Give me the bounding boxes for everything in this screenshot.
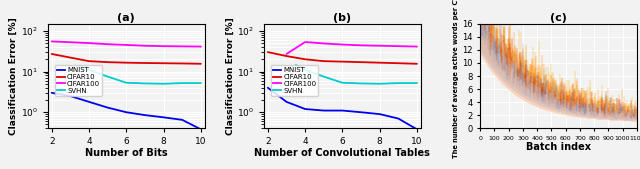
SVHN	[292, 64, 300, 66]
CIFAR10	[179, 62, 186, 64]
CIFAR100	[413, 46, 421, 48]
CIFAR100	[104, 43, 111, 45]
CIFAR10	[197, 63, 205, 65]
CIFAR10	[48, 53, 56, 55]
CIFAR100	[339, 44, 346, 46]
SVHN	[301, 69, 309, 71]
MNIST	[160, 116, 168, 118]
CIFAR10	[283, 55, 291, 57]
Line: CIFAR100: CIFAR100	[287, 42, 417, 54]
MNIST	[339, 110, 346, 112]
CIFAR100	[357, 44, 365, 46]
MNIST	[197, 128, 205, 130]
Legend: MNIST, CIFAR10, CIFAR100, SVHN: MNIST, CIFAR10, CIFAR100, SVHN	[54, 65, 102, 96]
SVHN	[197, 82, 205, 84]
MNIST	[67, 95, 74, 97]
SVHN	[320, 76, 328, 78]
CIFAR10	[301, 58, 309, 60]
CIFAR10	[264, 51, 271, 53]
CIFAR100	[197, 46, 205, 48]
CIFAR100	[301, 41, 309, 43]
CIFAR10	[413, 63, 421, 65]
Y-axis label: Classification Error [%]: Classification Error [%]	[225, 17, 234, 135]
CIFAR100	[320, 42, 328, 44]
MNIST	[264, 87, 271, 89]
CIFAR10	[339, 61, 346, 63]
SVHN	[122, 82, 130, 84]
CIFAR100	[122, 44, 130, 46]
SVHN	[141, 82, 148, 84]
CIFAR10	[104, 61, 111, 63]
CIFAR10	[141, 62, 148, 64]
CIFAR100	[48, 40, 56, 42]
SVHN	[85, 69, 93, 71]
CIFAR100	[85, 42, 93, 44]
MNIST	[85, 101, 93, 103]
MNIST	[141, 114, 148, 116]
CIFAR10	[394, 62, 402, 64]
MNIST	[48, 92, 56, 94]
SVHN	[160, 83, 168, 85]
MNIST	[301, 108, 309, 110]
CIFAR10	[160, 62, 168, 64]
CIFAR100	[376, 45, 383, 47]
Y-axis label: The number of average active words per CT: The number of average active words per C…	[453, 0, 459, 158]
MNIST	[376, 113, 383, 115]
X-axis label: Number of Bits: Number of Bits	[85, 148, 168, 158]
Line: MNIST: MNIST	[268, 88, 417, 129]
Line: CIFAR10: CIFAR10	[268, 52, 417, 64]
MNIST	[357, 111, 365, 113]
SVHN	[376, 83, 383, 85]
MNIST	[394, 117, 402, 119]
CIFAR100	[283, 53, 291, 55]
CIFAR100	[160, 45, 168, 47]
MNIST	[179, 119, 186, 121]
MNIST	[283, 101, 291, 103]
Line: SVHN: SVHN	[296, 65, 417, 84]
SVHN	[357, 82, 365, 84]
Legend: MNIST, CIFAR10, CIFAR100, SVHN: MNIST, CIFAR10, CIFAR100, SVHN	[271, 65, 319, 96]
SVHN	[339, 82, 346, 84]
CIFAR10	[376, 62, 383, 64]
MNIST	[413, 128, 421, 130]
MNIST	[320, 110, 328, 112]
CIFAR10	[357, 61, 365, 63]
CIFAR100	[141, 45, 148, 47]
SVHN	[394, 82, 402, 84]
SVHN	[104, 76, 111, 78]
Title: (a): (a)	[117, 13, 135, 23]
CIFAR100	[394, 45, 402, 47]
Y-axis label: Classification Error [%]: Classification Error [%]	[10, 17, 19, 135]
Title: (b): (b)	[333, 13, 351, 23]
SVHN	[413, 82, 421, 84]
Line: CIFAR100: CIFAR100	[52, 41, 201, 47]
MNIST	[104, 107, 111, 109]
CIFAR10	[320, 60, 328, 62]
Line: MNIST: MNIST	[52, 93, 201, 129]
SVHN	[76, 65, 84, 67]
SVHN	[179, 82, 186, 84]
Line: SVHN: SVHN	[80, 66, 201, 84]
MNIST	[122, 111, 130, 113]
Line: CIFAR10: CIFAR10	[52, 54, 201, 64]
CIFAR100	[179, 45, 186, 47]
CIFAR10	[85, 60, 93, 62]
CIFAR10	[122, 62, 130, 64]
X-axis label: Number of Convolutional Tables: Number of Convolutional Tables	[255, 148, 430, 158]
CIFAR10	[67, 57, 74, 59]
X-axis label: Batch index: Batch index	[526, 142, 591, 152]
Title: (c): (c)	[550, 13, 567, 23]
